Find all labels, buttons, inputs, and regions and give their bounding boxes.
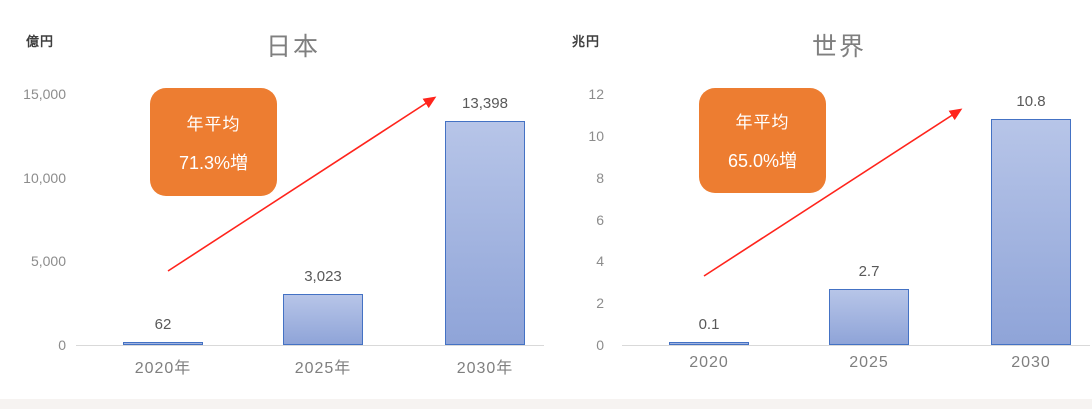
category-label: 2025 — [849, 354, 889, 371]
y-axis-unit-label: 兆円 — [572, 34, 601, 49]
category-label: 2030年 — [456, 360, 514, 377]
bar-2020 — [669, 342, 749, 345]
data-label: 0.1 — [698, 316, 720, 333]
growth-rate-callout: 年平均 65.0%増 — [699, 88, 826, 193]
y-tick-label: 10 — [588, 127, 604, 144]
y-tick-label: 6 — [596, 211, 604, 228]
bar-2030年 — [445, 120, 525, 345]
y-axis-tick-labels: 0 5,000 10,000 15,000 — [0, 0, 66, 409]
category-label: 2020年 — [134, 360, 192, 377]
category-label: 2020 — [689, 354, 729, 371]
chart-title: 日本 — [265, 33, 320, 61]
chart-title: 世界 — [811, 33, 866, 61]
bar-2030 — [991, 119, 1071, 345]
y-tick-label: 12 — [588, 86, 604, 102]
plot-area: 年平均 71.3%増 62 2020年 3,023 2025年 13,398 2030年 — [76, 88, 544, 377]
callout-line2: 71.3%増 — [178, 152, 249, 173]
bar-2025 — [829, 288, 909, 345]
chart-panel-world: 兆円 世界 0 2 4 6 8 10 12 年平均 65.0%増 0.1 2020 2.7 202… — [546, 0, 1092, 409]
bar-2025年 — [283, 294, 363, 345]
category-label: 2030 — [1011, 354, 1051, 371]
chart-panel-japan: 億円 日本 0 5,000 10,000 15,000 年平均 71.3%増 62 20… — [0, 0, 544, 409]
growth-rate-callout: 年平均 71.3%増 — [150, 88, 277, 196]
bar-2020年 — [123, 342, 203, 345]
data-label: 10.8 — [1016, 93, 1046, 111]
y-tick-label: 0 — [58, 337, 66, 353]
data-label: 3,023 — [304, 268, 342, 286]
plot-area: 年平均 65.0%増 0.1 2020 2.7 2025 10.8 2030 — [546, 0, 1092, 409]
y-axis-tick-labels: 0 2 4 6 8 10 12 — [546, 0, 604, 409]
callout-line1: 年平均 — [735, 113, 790, 132]
x-axis-line — [76, 345, 544, 346]
y-tick-label: 0 — [596, 337, 604, 353]
x-axis-line — [622, 345, 1090, 346]
y-tick-label: 5,000 — [30, 253, 66, 270]
y-tick-label: 15,000 — [23, 86, 66, 102]
y-axis-unit-label: 億円 — [26, 34, 55, 49]
data-label: 62 — [154, 316, 172, 333]
data-label: 13,398 — [462, 94, 508, 112]
y-tick-label: 8 — [596, 169, 604, 186]
bottom-background-strip — [0, 399, 1092, 409]
y-tick-label: 10,000 — [23, 169, 66, 186]
y-tick-label: 4 — [596, 253, 604, 270]
callout-line2: 65.0%増 — [727, 151, 798, 171]
category-label: 2025年 — [294, 360, 352, 377]
y-tick-label: 2 — [596, 295, 604, 312]
callout-line1: 年平均 — [186, 114, 241, 134]
data-label: 2.7 — [858, 262, 880, 280]
